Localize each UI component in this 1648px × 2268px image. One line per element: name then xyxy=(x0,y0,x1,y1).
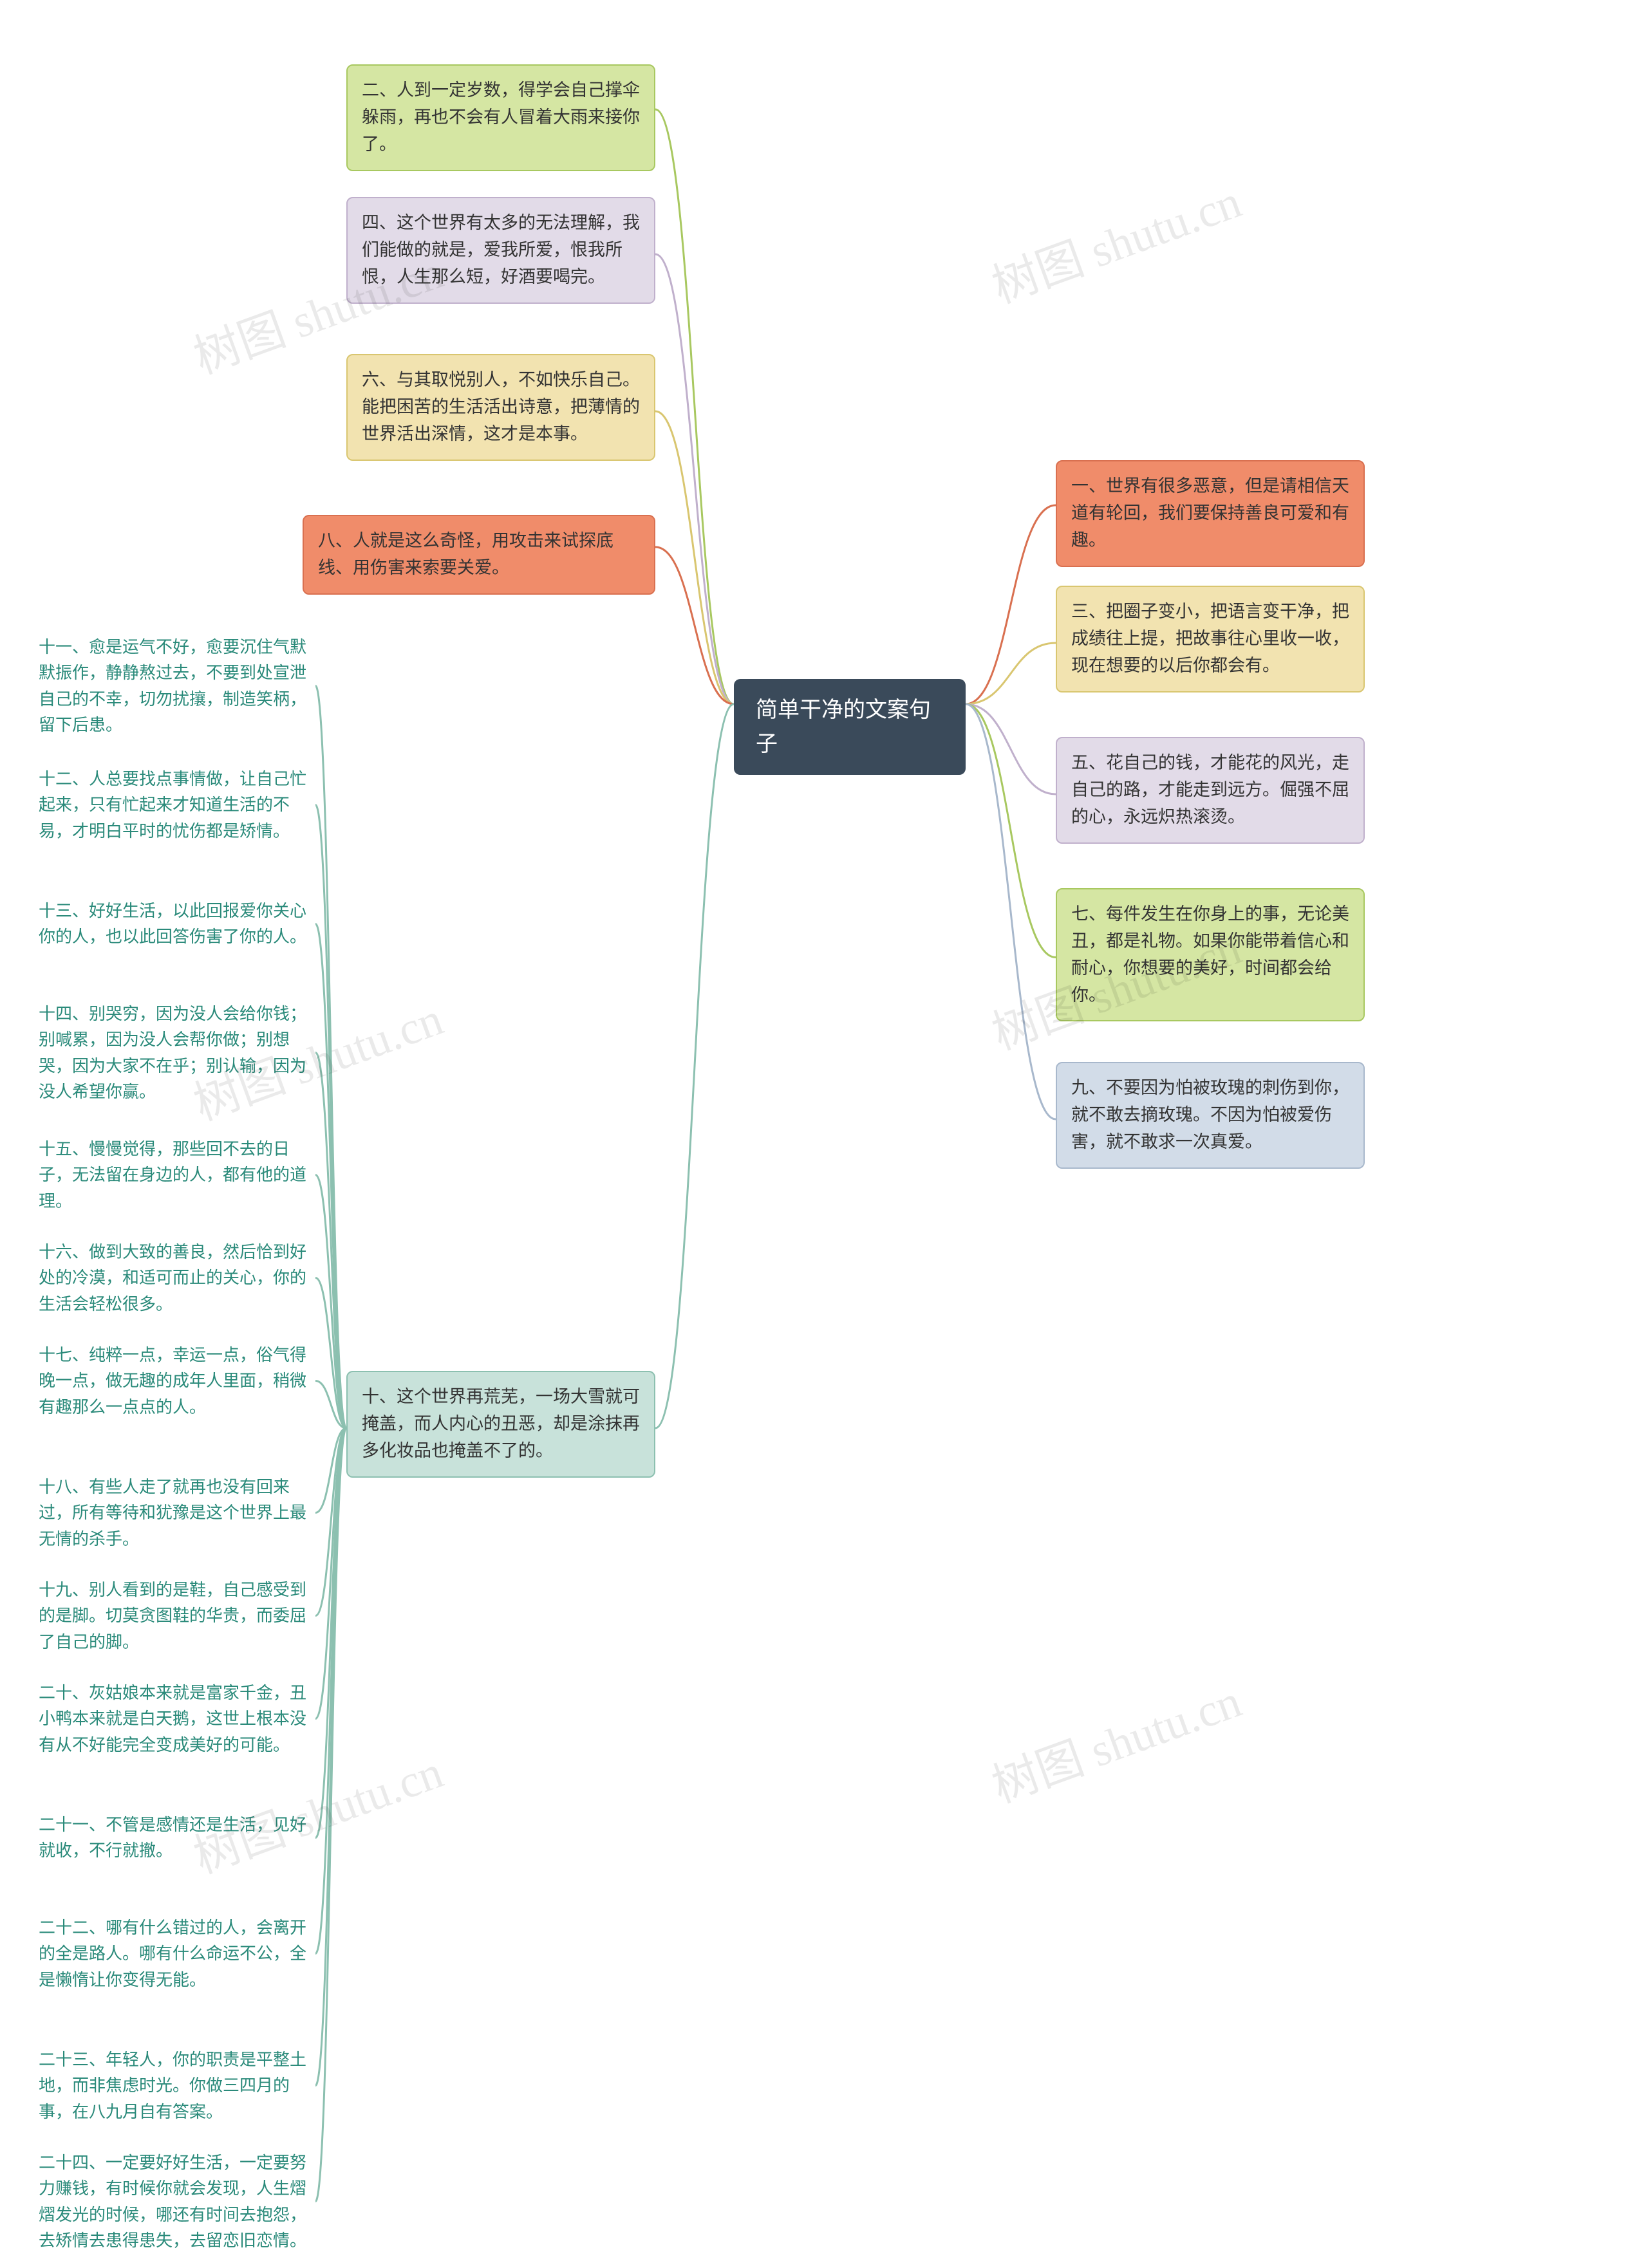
leaf-node-l21: 二十一、不管是感情还是生活，见好就收，不行就撤。 xyxy=(39,1812,315,1864)
leaf-node-l15: 十五、慢慢觉得，那些回不去的日子，无法留在身边的人，都有他的道理。 xyxy=(39,1136,315,1214)
branch-node-n2: 二、人到一定岁数，得学会自己撑伞躲雨，再也不会有人冒着大雨来接你了。 xyxy=(346,64,655,171)
connector xyxy=(655,254,734,704)
branch-node-n3: 三、把圈子变小，把语言变干净，把成绩往上提，把故事往心里收一收，现在想要的以后你… xyxy=(1056,586,1365,692)
connector xyxy=(315,1053,346,1429)
connector xyxy=(315,924,346,1429)
leaf-node-l20: 二十、灰姑娘本来就是富家千金，丑小鸭本来就是白天鹅，这世上根本没有从不好能完全变… xyxy=(39,1680,315,1758)
connector xyxy=(655,704,734,1428)
connector xyxy=(655,109,734,704)
branch-node-n8: 八、人就是这么奇怪，用攻击来试探底线、用伤害来索要关爱。 xyxy=(303,515,655,595)
mindmap-canvas: 简单干净的文案句子 二、人到一定岁数，得学会自己撑伞躲雨，再也不会有人冒着大雨来接… xyxy=(0,0,1648,2268)
connector xyxy=(655,411,734,704)
connector xyxy=(315,1428,346,1513)
leaf-node-l19: 十九、别人看到的是鞋，自己感受到的是脚。切莫贪图鞋的华贵，而委屈了自己的脚。 xyxy=(39,1577,315,1655)
branch-node-n4: 四、这个世界有太多的无法理解，我们能做的就是，爱我所爱，恨我所恨，人生那么短，好… xyxy=(346,197,655,304)
branch-node-n6: 六、与其取悦别人，不如快乐自己。能把困苦的生活活出诗意，把薄情的世界活出深情，这… xyxy=(346,354,655,461)
leaf-node-l24: 二十四、一定要好好生活，一定要努力赚钱，有时候你就会发现，人生熠熠发光的时候，哪… xyxy=(39,2150,315,2253)
connector xyxy=(315,1428,346,1719)
leaf-node-l16: 十六、做到大致的善良，然后恰到好处的冷漠，和适可而止的关心，你的生活会轻松很多。 xyxy=(39,1239,315,1317)
connector xyxy=(966,704,1056,794)
connector xyxy=(966,704,1056,958)
branch-node-n1: 一、世界有很多恶意，但是请相信天道有轮回，我们要保持善良可爱和有趣。 xyxy=(1056,460,1365,567)
watermark: 树图 shutu.cn xyxy=(981,1663,1249,1816)
leaf-node-l17: 十七、纯粹一点，幸运一点，俗气得晚一点，做无趣的成年人里面，稍微有趣那么一点点的… xyxy=(39,1342,315,1420)
connector xyxy=(315,1428,346,1954)
connector xyxy=(315,1428,346,2086)
leaf-node-l23: 二十三、年轻人，你的职责是平整土地，而非焦虑时光。你做三四月的事，在八九月自有答… xyxy=(39,2047,315,2124)
connector xyxy=(315,1428,346,2202)
connector xyxy=(315,1278,346,1429)
connector xyxy=(315,805,346,1429)
leaf-node-l13: 十三、好好生活，以此回报爱你关心你的人，也以此回答伤害了你的人。 xyxy=(39,898,315,950)
branch-node-n10: 十、这个世界再荒芜，一场大雪就可掩盖，而人内心的丑恶，却是涂抹再多化妆品也掩盖不… xyxy=(346,1371,655,1478)
leaf-node-l14: 十四、别哭穷，因为没人会给你钱；别喊累，因为没人会帮你做；别想哭，因为大家不在乎… xyxy=(39,1001,315,1104)
connector xyxy=(315,1381,346,1429)
connector xyxy=(966,505,1056,704)
branch-node-n7: 七、每件发生在你身上的事，无论美丑，都是礼物。如果你能带着信心和耐心，你想要的美… xyxy=(1056,888,1365,1021)
leaf-node-l11: 十一、愈是运气不好，愈要沉住气默默振作，静静熬过去，不要到处宣泄自己的不幸，切勿… xyxy=(39,634,315,738)
connector xyxy=(966,643,1056,704)
connector xyxy=(315,1175,346,1429)
connector xyxy=(315,1428,346,1616)
leaf-node-l18: 十八、有些人走了就再也没有回来过，所有等待和犹豫是这个世界上最无情的杀手。 xyxy=(39,1474,315,1552)
watermark: 树图 shutu.cn xyxy=(981,163,1249,316)
connector xyxy=(655,547,734,704)
branch-node-n5: 五、花自己的钱，才能花的风光，走自己的路，才能走到远方。倔强不屈的心，永远炽热滚… xyxy=(1056,737,1365,844)
connector xyxy=(966,704,1056,1119)
leaf-node-l12: 十二、人总要找点事情做，让自己忙起来，只有忙起来才知道生活的不易，才明白平时的忧… xyxy=(39,766,315,844)
connector xyxy=(315,686,346,1429)
leaf-node-l22: 二十二、哪有什么错过的人，会离开的全是路人。哪有什么命运不公，全是懒惰让你变得无… xyxy=(39,1915,315,1993)
center-node: 简单干净的文案句子 xyxy=(734,679,966,775)
connector xyxy=(315,1428,346,1838)
branch-node-n9: 九、不要因为怕被玫瑰的刺伤到你，就不敢去摘玫瑰。不因为怕被爱伤害，就不敢求一次真… xyxy=(1056,1062,1365,1169)
